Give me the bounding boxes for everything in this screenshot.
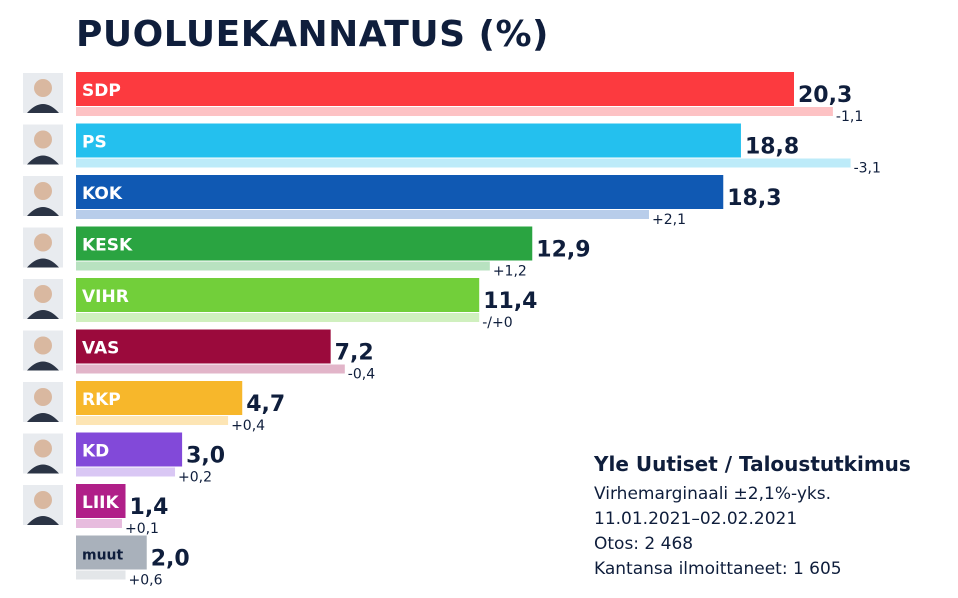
bar-kesk <box>76 226 533 261</box>
survey-period: 11.01.2021–02.02.2021 <box>594 509 798 529</box>
previous-bar-vas <box>76 364 345 374</box>
bar-rkp <box>76 381 243 415</box>
bar-label-vihr: VIHR <box>82 287 129 307</box>
portrait-face-sdp <box>34 79 52 97</box>
margin-of-error: Virhemarginaali ±2,1%-yks. <box>594 484 831 504</box>
bar-label-muut: muut <box>82 548 124 564</box>
change-label-kd: +0,2 <box>178 470 212 486</box>
value-label-kok: 18,3 <box>727 186 781 211</box>
value-label-kesk: 12,9 <box>536 238 590 263</box>
chart-title: PUOLUEKANNATUS (%) <box>76 14 550 55</box>
portrait-face-kesk <box>34 233 52 252</box>
portrait-face-liik <box>34 491 52 509</box>
portrait-face-kok <box>34 182 52 200</box>
bar-muut <box>76 535 147 570</box>
bar-label-vas: VAS <box>82 339 119 359</box>
bar-label-liik: LIIK <box>82 493 119 513</box>
change-label-muut: +0,6 <box>129 573 163 589</box>
bar-kok <box>76 175 724 209</box>
change-label-sdp: -1,1 <box>836 109 863 125</box>
portrait-body-kesk <box>27 258 59 268</box>
bar-label-ps: PS <box>82 133 107 153</box>
previous-bar-ps <box>76 158 851 168</box>
value-label-ps: 18,8 <box>745 135 799 160</box>
previous-bar-kok <box>76 210 649 219</box>
portrait-body-rkp <box>27 413 59 422</box>
portrait-body-kd <box>27 464 59 474</box>
previous-bar-vihr <box>76 313 480 322</box>
value-label-kd: 3,0 <box>186 444 225 469</box>
change-label-kok: +2,1 <box>652 212 686 228</box>
bar-label-kd: KD <box>82 442 109 462</box>
bar-liik <box>76 484 126 518</box>
portrait-body-vihr <box>27 310 59 319</box>
previous-bar-kd <box>76 467 176 477</box>
source-info: Yle Uutiset / Taloustutkimus Virhemargin… <box>594 452 911 582</box>
previous-bar-rkp <box>76 416 229 425</box>
bar-label-kesk: KESK <box>82 236 133 256</box>
change-label-liik: +0,1 <box>125 521 159 537</box>
respondents: Kantansa ilmoittaneet: 1 605 <box>594 559 842 579</box>
change-label-vihr: -/+0 <box>482 315 512 331</box>
value-label-vas: 7,2 <box>335 341 374 366</box>
bar-label-sdp: SDP <box>82 81 121 101</box>
previous-bar-muut <box>76 570 126 580</box>
portrait-face-vas <box>34 336 52 355</box>
value-label-liik: 1,4 <box>130 495 169 520</box>
source-heading: Yle Uutiset / Taloustutkimus <box>594 452 911 476</box>
previous-bar-sdp <box>76 107 833 116</box>
bar-vihr <box>76 278 480 312</box>
portrait-face-kd <box>34 439 52 458</box>
change-label-kesk: +1,2 <box>493 264 527 280</box>
portrait-body-liik <box>27 516 59 525</box>
bar-sdp <box>76 72 794 106</box>
portrait-face-rkp <box>34 388 52 406</box>
portrait-face-vihr <box>34 285 52 303</box>
portrait-body-vas <box>27 361 59 371</box>
portrait-body-sdp <box>27 104 59 113</box>
bar-label-kok: KOK <box>82 184 123 204</box>
change-label-vas: -0,4 <box>348 367 375 383</box>
change-label-ps: -3,1 <box>854 161 881 177</box>
value-label-sdp: 20,3 <box>798 83 852 108</box>
bar-vas <box>76 329 331 364</box>
bar-kd <box>76 432 183 467</box>
value-label-muut: 2,0 <box>151 547 190 572</box>
bar-label-rkp: RKP <box>82 390 121 410</box>
bar-ps <box>76 123 741 158</box>
portrait-body-ps <box>27 155 59 165</box>
portrait-face-ps <box>34 130 52 149</box>
change-label-rkp: +0,4 <box>231 418 265 434</box>
value-label-rkp: 4,7 <box>246 392 285 417</box>
previous-bar-liik <box>76 519 122 528</box>
previous-bar-kesk <box>76 261 490 271</box>
value-label-vihr: 11,4 <box>483 289 537 314</box>
portrait-body-kok <box>27 207 59 216</box>
sample-size: Otos: 2 468 <box>594 534 694 554</box>
